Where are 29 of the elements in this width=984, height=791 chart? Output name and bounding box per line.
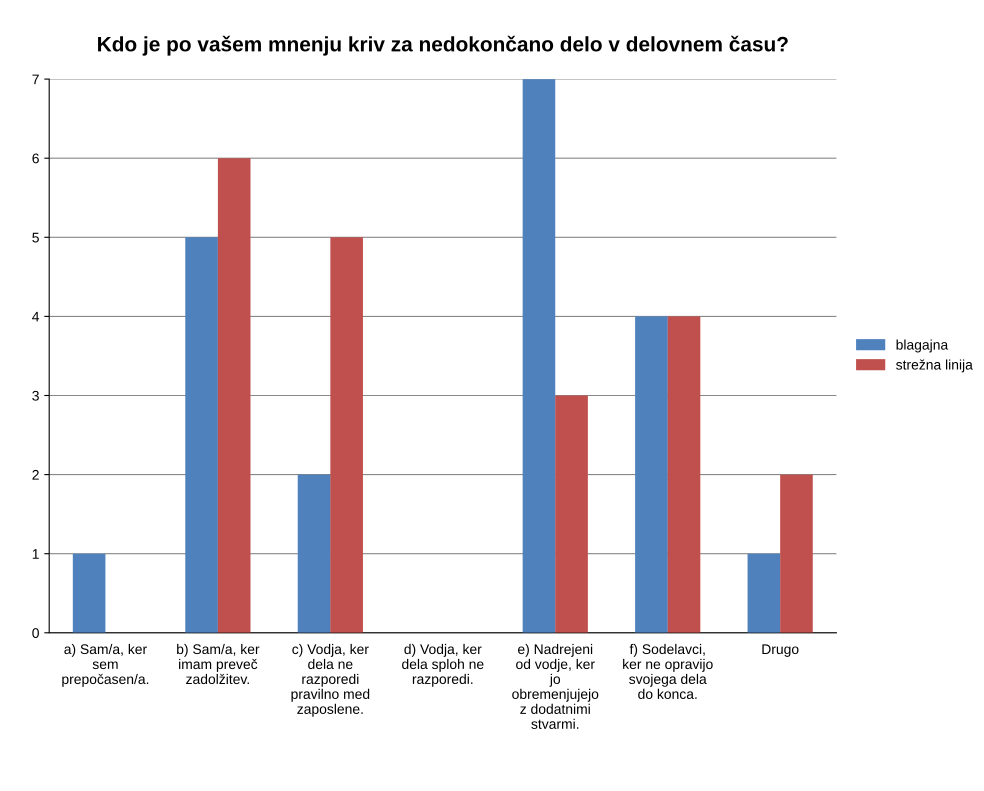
y-tick-label: 3 — [32, 390, 39, 401]
bar — [522, 79, 556, 633]
x-tick-label: f) Sodelavci, ker ne opravijo svojega dela do konca. — [623, 644, 713, 699]
y-tick-label: 2 — [32, 470, 39, 480]
bar — [330, 237, 363, 633]
bar — [748, 554, 780, 633]
x-tick-label: Drugo — [762, 644, 799, 657]
y-tick-label: 1 — [32, 549, 39, 559]
bar — [635, 316, 668, 633]
bar — [555, 396, 588, 633]
x-tick-label: b) Sam/a, ker imam preveč zadolžitev. — [177, 644, 260, 684]
bar — [72, 554, 106, 633]
bar — [218, 158, 250, 633]
x-tick-label: e) Nadrejeni od vodje, ker jo obremenjujejo z dodatnimi stvarmi. — [512, 644, 598, 729]
y-tick-label: 7 — [32, 74, 39, 84]
y-tick-label: 4 — [32, 312, 40, 322]
y-tick-label: 5 — [32, 232, 39, 242]
bar — [668, 316, 700, 633]
bar — [298, 474, 330, 633]
bar — [780, 474, 813, 633]
x-tick-label: d) Vodja, ker dela sploh ne razporedi. — [402, 644, 484, 687]
y-tick-label: 0 — [32, 628, 39, 638]
x-tick-label: c) Vodja, ker dela ne razporedi pravilno med zaposlene. — [291, 644, 370, 717]
y-tick-label: 6 — [32, 154, 39, 164]
bar — [185, 237, 218, 633]
chart-title: Kdo je po vašem mnenju kriv za nedokončano delo v delovnem času? — [98, 36, 788, 56]
x-tick-label: a) Sam/a, ker sem prepočasen/a. — [62, 644, 148, 687]
legend-label: blagajna — [896, 340, 948, 352]
legend-label: strežna linija — [896, 359, 973, 372]
